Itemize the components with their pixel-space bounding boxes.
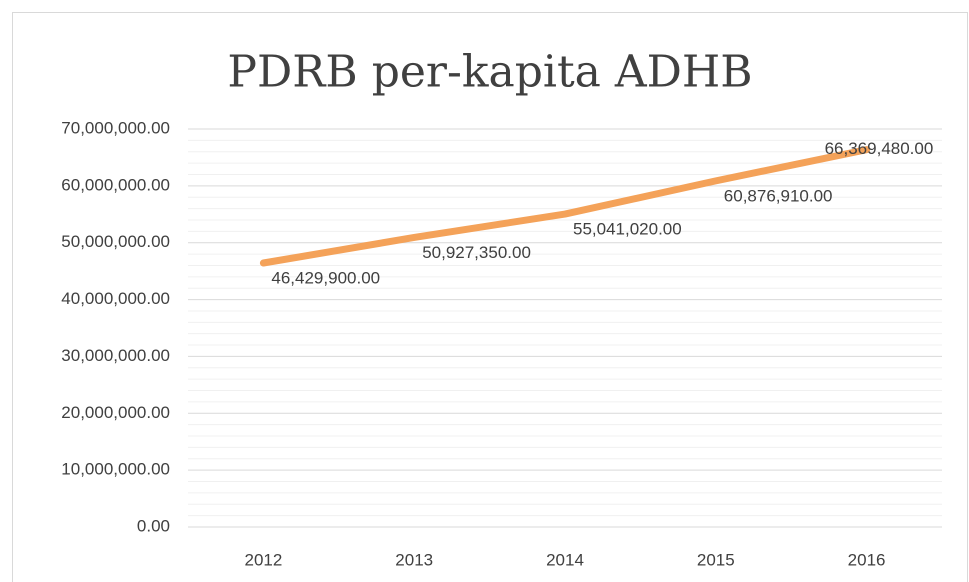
y-tick-label: 60,000,000.00 bbox=[61, 175, 170, 194]
chart-title: PDRB per-kapita ADHB bbox=[227, 47, 752, 98]
y-tick-label: 0.00 bbox=[137, 516, 170, 535]
y-tick-label: 50,000,000.00 bbox=[61, 232, 170, 251]
y-tick-label: 20,000,000.00 bbox=[61, 403, 170, 422]
data-label: 55,041,020.00 bbox=[573, 220, 682, 239]
data-label: 60,876,910.00 bbox=[724, 186, 833, 205]
y-tick-label: 10,000,000.00 bbox=[61, 460, 170, 479]
x-tick-label: 2016 bbox=[848, 550, 886, 569]
x-tick-label: 2015 bbox=[697, 550, 735, 569]
y-tick-label: 70,000,000.00 bbox=[61, 118, 170, 137]
series-line bbox=[259, 146, 871, 267]
data-label: 66,369,480.00 bbox=[825, 139, 934, 158]
chart-border bbox=[12, 12, 968, 582]
x-tick-label: 2012 bbox=[244, 550, 282, 569]
y-tick-label: 40,000,000.00 bbox=[61, 289, 170, 308]
y-tick-label: 30,000,000.00 bbox=[61, 346, 170, 365]
data-label: 50,927,350.00 bbox=[422, 243, 531, 262]
x-tick-label: 2013 bbox=[395, 550, 433, 569]
data-label: 46,429,900.00 bbox=[271, 268, 380, 287]
x-tick-label: 2014 bbox=[546, 550, 584, 569]
